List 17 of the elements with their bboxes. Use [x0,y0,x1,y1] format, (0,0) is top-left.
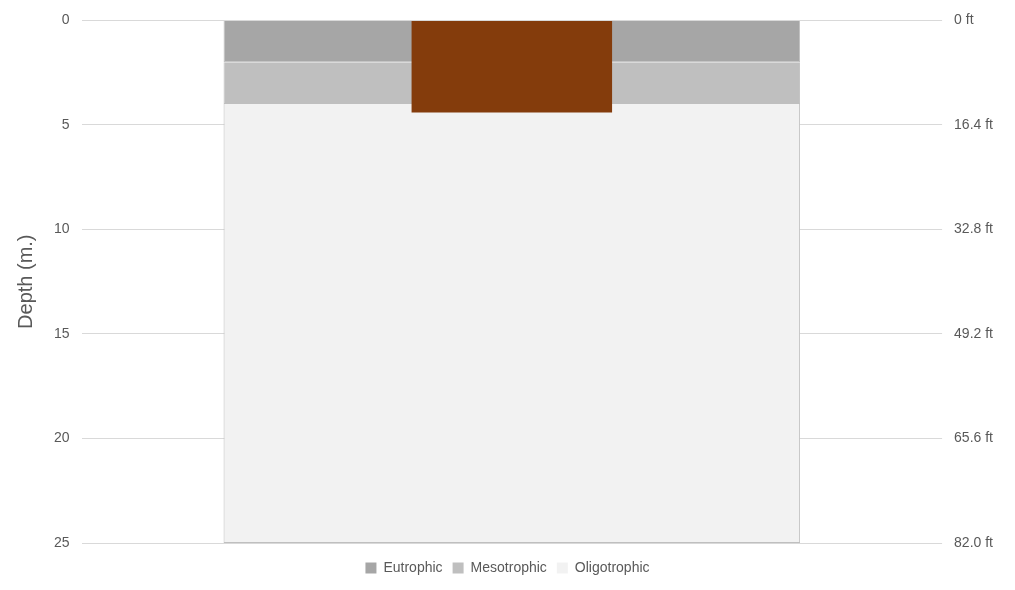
y-tick-label: 0 [61,11,70,28]
y2-tick-label: 65.6 ft [954,429,994,446]
y2-tick-label: 0 ft [954,11,974,28]
y-tick-label: 15 [53,324,70,341]
y-tick-label: 5 [61,115,70,132]
y2-tick-label: 16.4 ft [954,115,994,132]
legend-label: Mesotrophic [470,558,547,575]
y-tick-label: 10 [53,220,70,237]
y2-tick-label: 32.8 ft [954,220,994,237]
legend-label: Eutrophic [383,558,443,575]
y-tick-label: 25 [53,533,70,550]
bar [411,20,613,113]
y-axis-title: Depth (m.) [13,234,36,329]
legend-label: Oligotrophic [574,558,650,575]
y-tick-label: 20 [53,429,70,446]
y2-tick-label: 82.0 ft [954,533,994,550]
y2-tick-label: 49.2 ft [954,324,994,341]
